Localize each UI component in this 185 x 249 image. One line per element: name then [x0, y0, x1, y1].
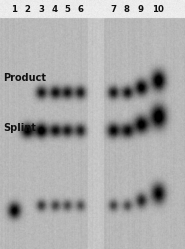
Text: Product: Product	[3, 73, 46, 83]
Text: 8: 8	[124, 4, 130, 13]
Text: 6: 6	[77, 4, 83, 13]
Text: 4: 4	[52, 4, 58, 13]
Text: Splint: Splint	[3, 123, 36, 133]
Text: 1: 1	[11, 4, 17, 13]
Text: 10: 10	[152, 4, 164, 13]
Text: 5: 5	[64, 4, 70, 13]
Text: 2: 2	[24, 4, 30, 13]
Text: 3: 3	[38, 4, 44, 13]
Text: 9: 9	[138, 4, 144, 13]
Text: 7: 7	[110, 4, 116, 13]
